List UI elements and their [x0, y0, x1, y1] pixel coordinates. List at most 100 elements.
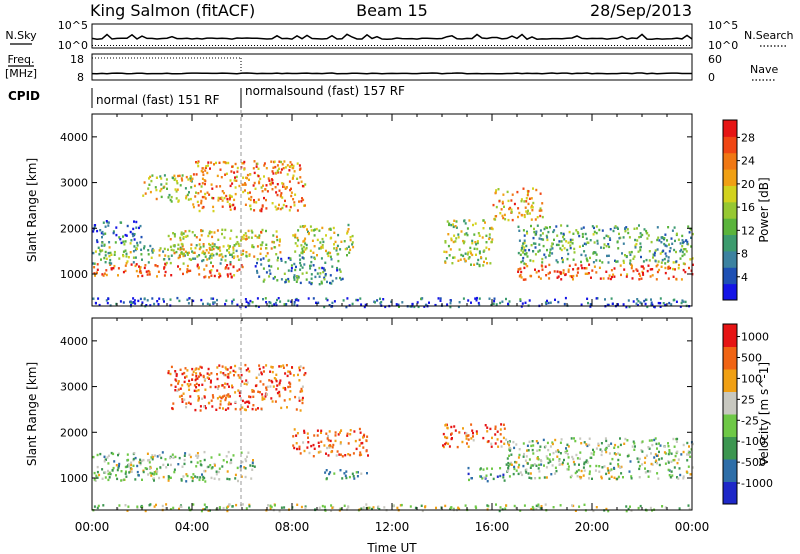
power-pixel: [176, 182, 179, 185]
power-pixel: [149, 304, 152, 307]
vel-pixel: [344, 454, 347, 457]
power-pixel: [610, 297, 613, 300]
power-pixel: [179, 248, 182, 251]
vel-pixel: [218, 453, 221, 456]
power-pixel: [200, 298, 203, 302]
power-pixel: [510, 211, 513, 214]
power-pixel: [673, 248, 676, 252]
power-pixel: [356, 298, 359, 302]
vel-pixel: [465, 432, 468, 435]
velocity-scatter: [92, 363, 694, 513]
power-pixel: [349, 248, 352, 251]
power-pixel: [301, 247, 304, 250]
power-pixel: [258, 181, 261, 185]
power-pixel: [300, 251, 303, 254]
time-tick-label: 04:00: [175, 520, 210, 534]
power-pixel: [642, 271, 644, 275]
power-pixel: [163, 274, 166, 277]
power-pixel: [124, 264, 127, 267]
vel-pixel: [583, 462, 586, 466]
power-pixel: [592, 252, 595, 255]
power-pixel: [192, 251, 195, 254]
vel-pixel: [358, 438, 361, 442]
power-pixel: [528, 248, 531, 252]
power-colorbar-segment: [723, 218, 737, 236]
power-pixel: [113, 250, 116, 254]
vel-pixel: [219, 371, 222, 374]
power-pixel: [526, 230, 528, 233]
vel-pixel: [468, 478, 470, 482]
vel-pixel: [661, 505, 664, 508]
vel-pixel: [328, 430, 331, 433]
power-pixel: [464, 222, 467, 225]
vel-pixel: [209, 381, 212, 384]
power-pixel: [621, 252, 623, 255]
vel-pixel: [195, 372, 198, 375]
power-pixel: [283, 160, 286, 163]
power-pixel: [470, 263, 472, 266]
power-pixel: [351, 302, 354, 306]
power-pixel: [240, 253, 243, 256]
vel-pixel: [442, 445, 445, 449]
vel-pixel: [326, 437, 329, 440]
time-tick-label: 12:00: [375, 520, 410, 534]
power-pixel: [170, 274, 173, 277]
power-pixel: [330, 282, 333, 285]
power-pixel: [213, 244, 216, 248]
power-pixel: [107, 221, 110, 224]
power-pixel: [187, 178, 190, 181]
vel-pixel: [580, 469, 583, 473]
power-pixel: [530, 218, 533, 221]
power-pixel: [474, 297, 477, 300]
power-pixel: [541, 202, 544, 205]
power-pixel: [462, 241, 465, 245]
power-pixel: [348, 251, 351, 254]
power-pixel: [657, 236, 660, 239]
power-pixel: [672, 267, 674, 271]
power-pixel: [495, 205, 498, 209]
vel-pixel: [668, 451, 671, 454]
vel-pixel: [194, 378, 197, 382]
power-pixel: [233, 206, 236, 209]
power-pixel: [330, 258, 333, 261]
vel-pixel: [95, 474, 98, 477]
power-pixel: [523, 239, 526, 242]
power-pixel: [548, 263, 551, 267]
power-pixel: [177, 243, 180, 246]
vel-pixel: [189, 402, 192, 406]
power-pixel: [682, 300, 685, 303]
vel-pixel: [454, 429, 457, 432]
vel-pixel: [561, 461, 564, 464]
power-pixel: [122, 254, 125, 258]
vel-pixel: [377, 505, 380, 508]
vel-pixel: [118, 464, 120, 468]
power-colorbar-tick: 20: [741, 178, 755, 191]
vel-pixel: [234, 364, 237, 368]
power-pixel: [613, 226, 616, 229]
vel-colorbar-segment: [723, 324, 737, 347]
power-pixel: [683, 248, 686, 251]
vel-pixel: [340, 429, 343, 432]
vel-pixel: [317, 451, 320, 454]
vel-pixel: [365, 503, 368, 506]
power-pixel: [212, 197, 215, 200]
vel-pixel: [282, 364, 285, 367]
power-pixel: [301, 256, 304, 259]
vel-pixel: [506, 457, 509, 460]
power-pixel: [614, 259, 616, 262]
power-pixel: [206, 171, 209, 175]
power-pixel: [292, 198, 295, 201]
vel-pixel: [210, 379, 212, 382]
power-pixel: [201, 177, 204, 180]
vel-pixel: [145, 467, 148, 471]
power-pixel: [208, 303, 211, 306]
power-pixel: [253, 181, 256, 185]
vel-pixel: [294, 395, 297, 399]
power-pixel: [490, 240, 493, 244]
power-pixel: [634, 244, 637, 247]
power-pixel: [140, 235, 143, 239]
vel-pixel: [303, 431, 306, 434]
vel-pixel: [183, 454, 186, 457]
